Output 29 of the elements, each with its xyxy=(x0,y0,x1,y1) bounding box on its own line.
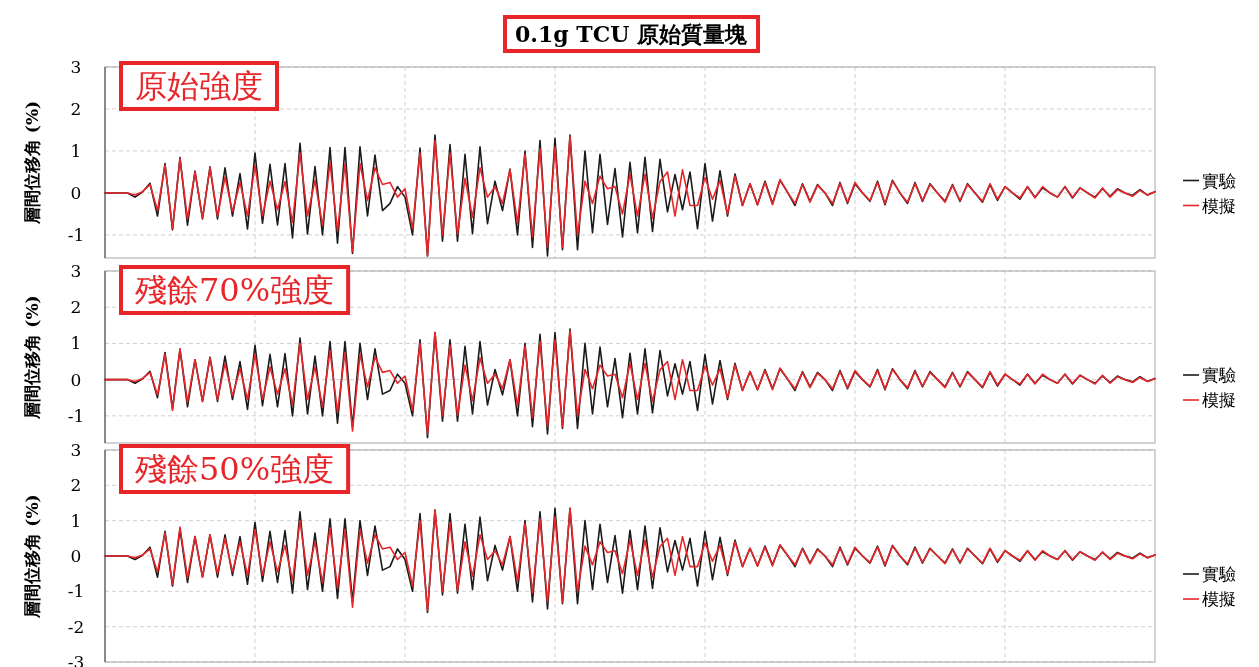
y-tick-label: -1 xyxy=(67,581,85,602)
y-tick-label: 1 xyxy=(70,140,82,161)
y-tick-label: 2 xyxy=(70,297,82,318)
y-tick-label: 3 xyxy=(70,261,82,281)
annotation: 殘餘50%強度 xyxy=(135,450,335,488)
y-tick-label: 1 xyxy=(70,333,82,354)
legend-label: 模擬 xyxy=(1202,589,1236,609)
annotation: 殘餘70%強度 xyxy=(135,271,335,309)
y-tick-label: 3 xyxy=(70,57,82,77)
y-axis-title: 層間位移角 (%) xyxy=(22,100,42,226)
y-axis-title: 層間位移角 (%) xyxy=(22,494,42,619)
y-tick-label: -2 xyxy=(67,616,85,637)
y-tick-label: 0 xyxy=(70,369,82,390)
annotation: 原始強度 xyxy=(135,67,263,105)
legend-label: 實驗 xyxy=(1202,365,1236,385)
y-tick-label: 2 xyxy=(70,475,82,496)
chart-title: 0.1g TCU 原始質量塊 xyxy=(514,21,749,47)
y-axis-title: 層間位移角 (%) xyxy=(22,295,42,420)
legend-label: 實驗 xyxy=(1202,564,1236,584)
y-tick-label: 2 xyxy=(70,98,82,119)
y-tick-label: -1 xyxy=(67,405,85,426)
legend-label: 實驗 xyxy=(1202,170,1236,191)
y-tick-label: -1 xyxy=(67,224,85,245)
legend-label: 模擬 xyxy=(1202,390,1236,410)
legend-label: 模擬 xyxy=(1202,195,1236,216)
y-tick-label: 0 xyxy=(70,182,82,203)
y-tick-label: 0 xyxy=(70,546,82,566)
y-tick-label: 3 xyxy=(70,440,82,460)
y-tick-label: 1 xyxy=(70,510,82,531)
